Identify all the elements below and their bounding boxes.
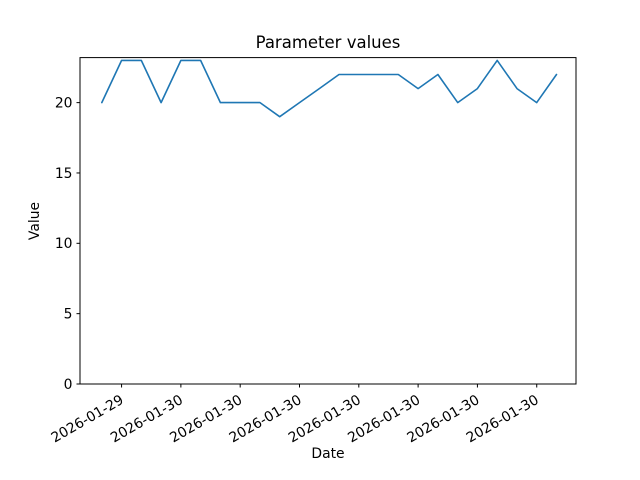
chart-title: Parameter values [255,33,401,52]
y-tick-label: 0 [64,377,73,393]
plot-border [79,57,577,385]
x-axis-label: Date [311,446,345,462]
y-tick-label: 20 [55,96,73,112]
y-tick-label: 15 [55,166,73,182]
y-tick-label: 10 [55,236,73,252]
data-line [101,59,558,118]
y-tick-label: 5 [64,307,73,323]
